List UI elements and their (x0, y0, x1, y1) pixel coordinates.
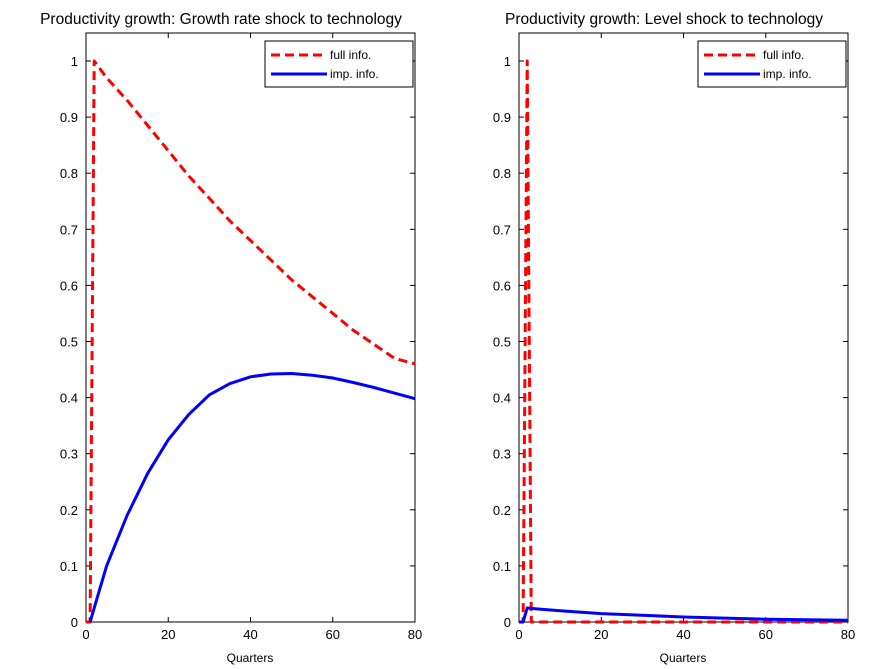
chart-left-legend: full info. imp. info. (264, 40, 414, 88)
chart-left-axes-box (85, 32, 416, 623)
chart-right-series (519, 59, 849, 624)
legend-label: full info. (763, 48, 804, 62)
y-tick-label: 0.4 (60, 391, 78, 406)
y-tick-label: 0.6 (60, 278, 78, 293)
x-tick-label: 80 (408, 627, 422, 642)
x-tick-label: 60 (326, 627, 340, 642)
legend-box (697, 40, 847, 88)
x-tick-label: 80 (841, 627, 855, 642)
y-tick-label: 0.8 (60, 166, 78, 181)
legend-label: full info. (330, 48, 371, 62)
x-tick-label: 20 (594, 627, 608, 642)
chart-right: Productivity growth: Level shock to tech… (493, 11, 855, 665)
y-tick-label: 0.8 (493, 166, 511, 181)
y-tick-label: 0.1 (60, 559, 78, 574)
chart-left-series (86, 59, 416, 624)
y-tick-label: 0.5 (60, 335, 78, 350)
chart-right-legend: full info. imp. info. (697, 40, 847, 88)
legend-label: imp. info. (330, 67, 379, 81)
legend-label: imp. info. (763, 67, 812, 81)
y-tick-label: 0.3 (60, 447, 78, 462)
y-tick-label: 0.5 (493, 335, 511, 350)
chart-left-xlabel: Quarters (227, 651, 274, 665)
series-line-full-info (519, 59, 848, 624)
series-line-imp-info (88, 372, 416, 623)
y-tick-label: 0 (504, 615, 511, 630)
y-tick-label: 0.2 (60, 503, 78, 518)
y-tick-label: 1 (504, 54, 511, 69)
series-line-imp-info (519, 606, 849, 624)
chart-right-axes-box (518, 32, 849, 623)
x-tick-label: 20 (161, 627, 175, 642)
x-tick-label: 40 (243, 627, 257, 642)
y-tick-label: 1 (71, 54, 78, 69)
y-tick-label: 0.4 (493, 391, 511, 406)
y-tick-label: 0.9 (493, 110, 511, 125)
y-tick-label: 0.9 (60, 110, 78, 125)
y-tick-label: 0.7 (493, 222, 511, 237)
chart-left-title: Productivity growth: Growth rate shock t… (40, 11, 402, 28)
x-tick-label: 40 (676, 627, 690, 642)
chart-right-ticks: 0 0.1 0.2 0.3 0.4 0.5 0.6 0.7 0.8 0.9 1 0 20 40 60 80 (493, 33, 855, 642)
y-tick-label: 0.7 (60, 222, 78, 237)
y-tick-label: 0.6 (493, 278, 511, 293)
y-tick-label: 0.1 (493, 559, 511, 574)
legend-box (264, 40, 414, 88)
y-tick-label: 0.3 (493, 447, 511, 462)
chart-left: Productivity growth: Growth rate shock t… (40, 11, 422, 665)
y-tick-label: 0 (71, 615, 78, 630)
x-tick-label: 60 (759, 627, 773, 642)
chart-right-title: Productivity growth: Level shock to tech… (505, 11, 823, 28)
x-tick-label: 0 (82, 627, 89, 642)
y-tick-label: 0.2 (493, 503, 511, 518)
series-line-full-info (86, 59, 416, 624)
chart-right-xlabel: Quarters (660, 651, 707, 665)
chart-left-ticks: 0 0.1 0.2 0.3 0.4 0.5 0.6 0.7 0.8 0.9 1 0 20 40 60 80 (60, 33, 422, 642)
x-tick-label: 0 (515, 627, 522, 642)
